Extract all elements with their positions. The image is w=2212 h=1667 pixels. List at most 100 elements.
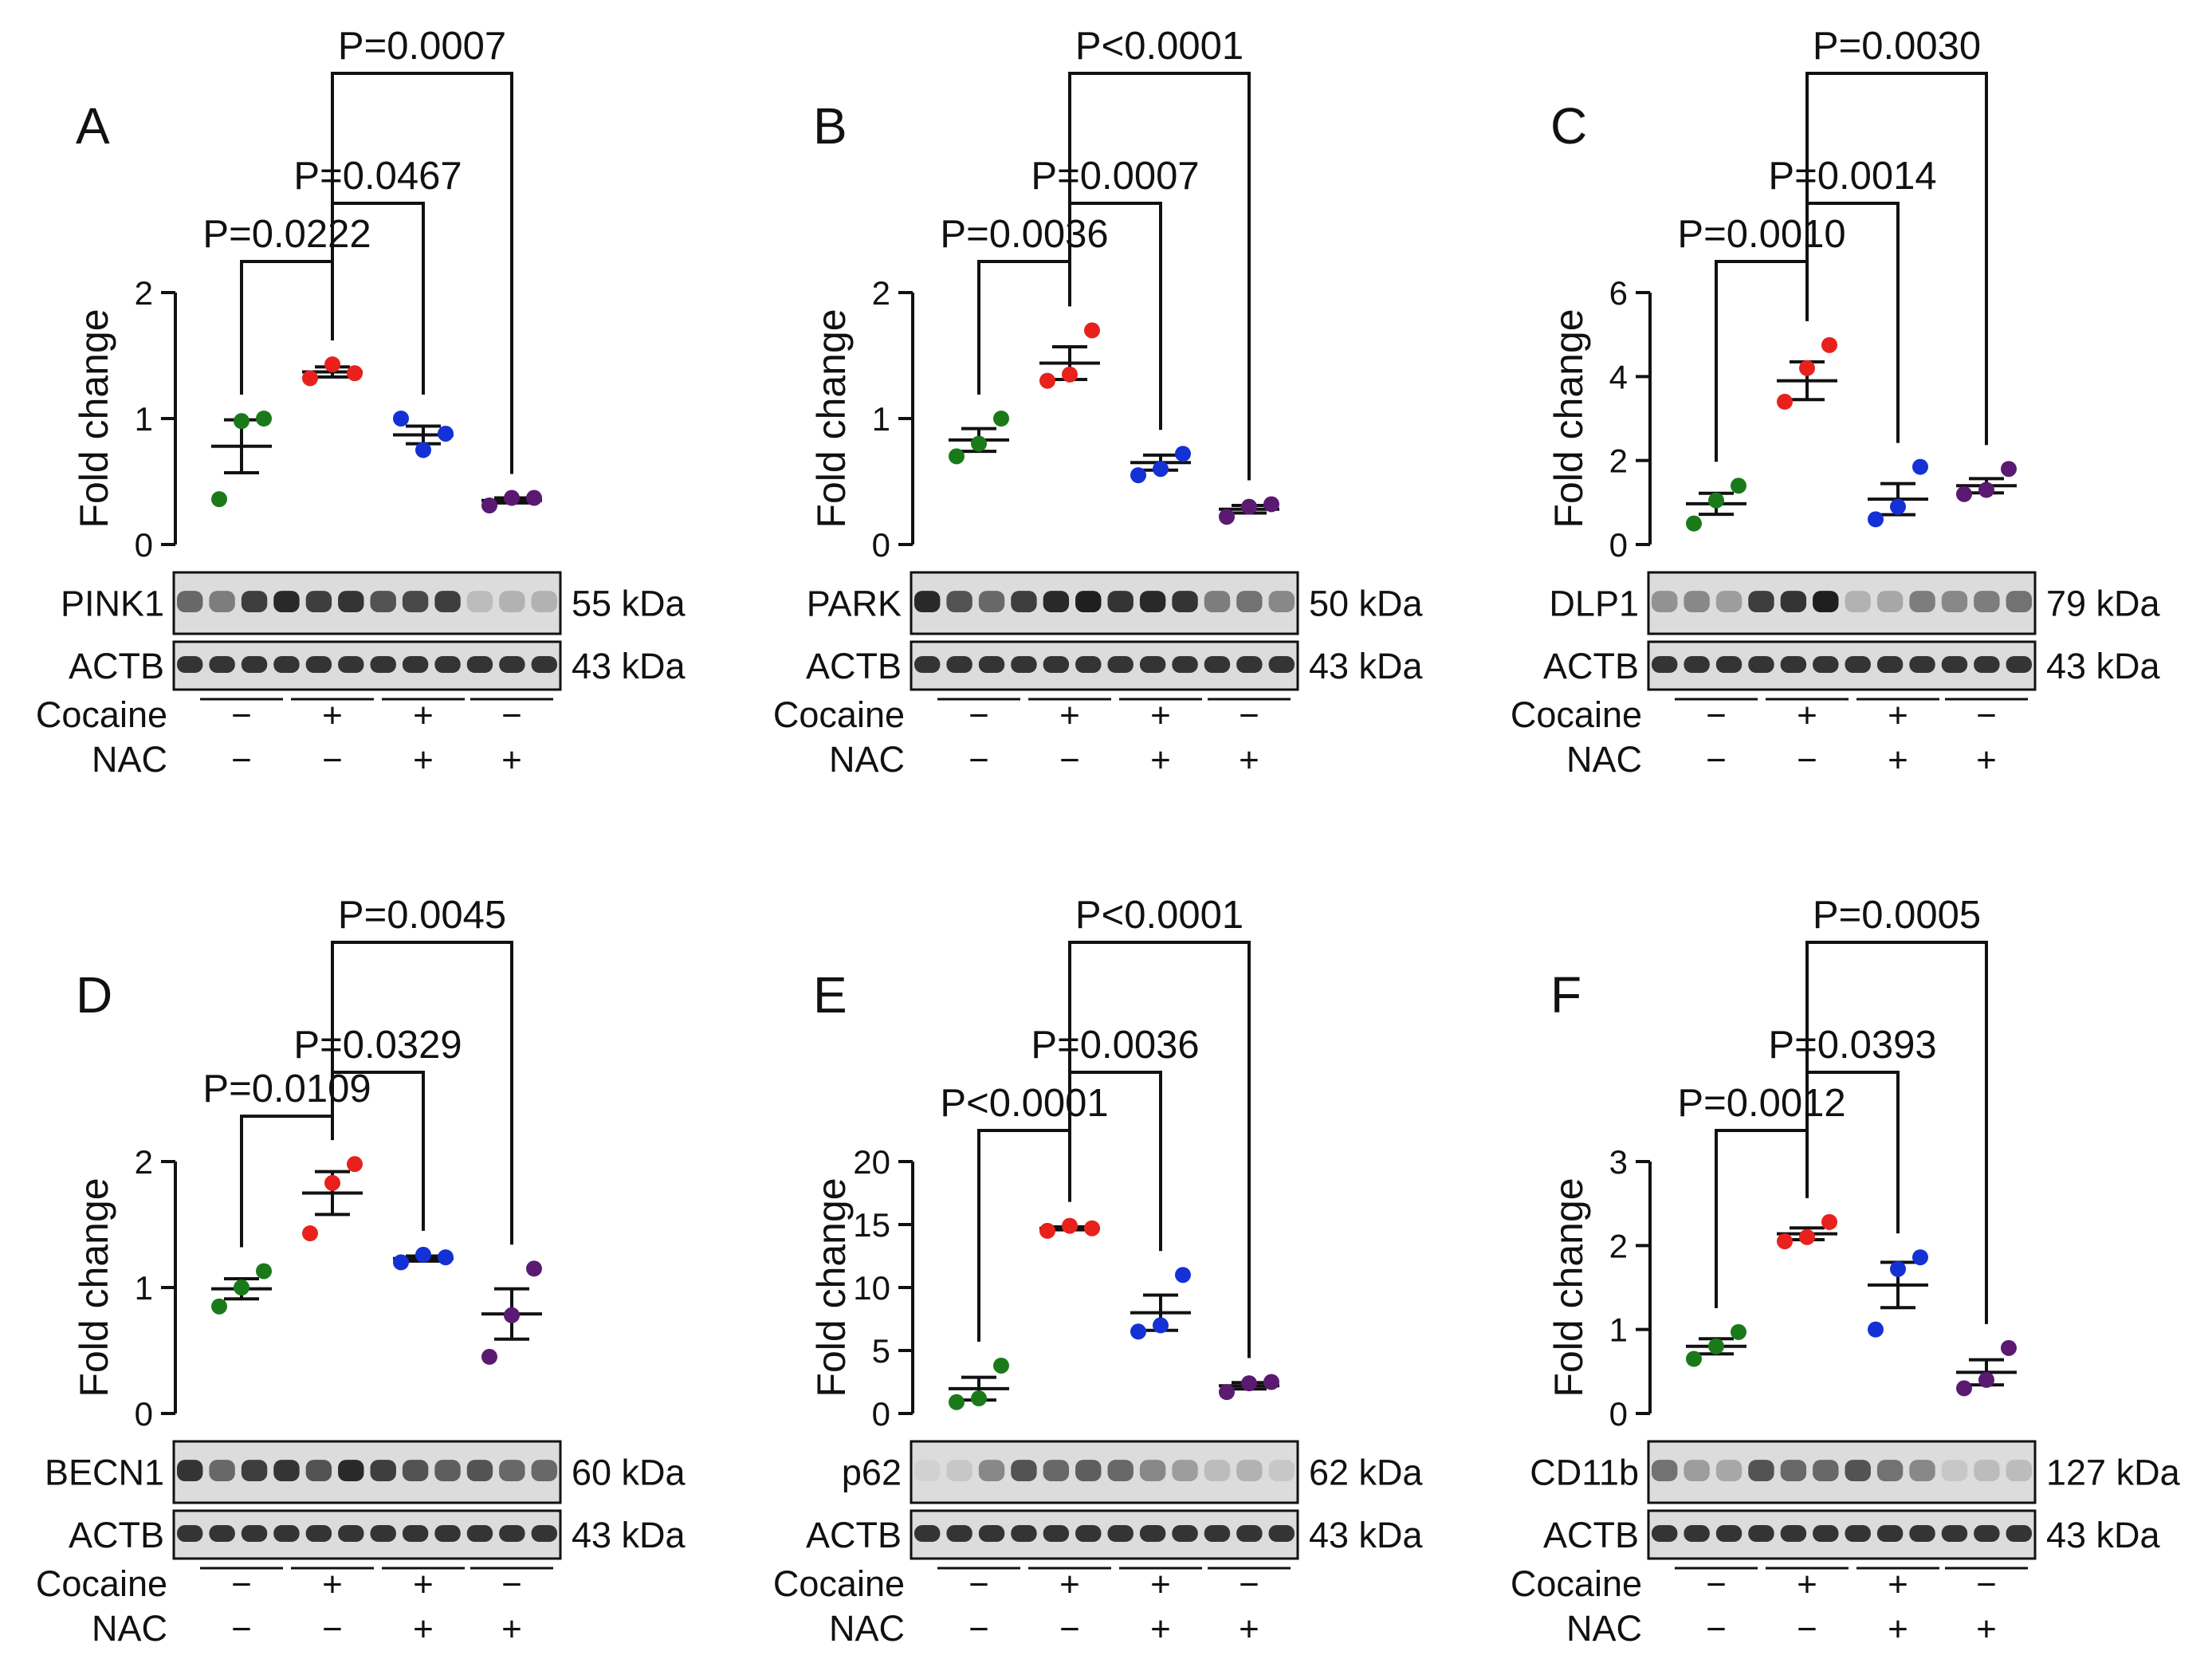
p-value-label: P<0.0001 <box>940 1082 1108 1125</box>
minus-sign: − <box>1706 1565 1727 1604</box>
y-tick-label: 3 <box>1609 1143 1628 1181</box>
minus-sign: − <box>1976 696 1997 735</box>
data-point <box>1686 1351 1702 1367</box>
plus-sign: + <box>1797 1565 1817 1604</box>
blot-band <box>1748 591 1774 613</box>
data-point <box>1039 372 1055 389</box>
p-value-label: P=0.0329 <box>293 1024 462 1067</box>
bracket-line <box>1068 72 1251 481</box>
blot-kda-label: 43 kDa <box>2046 1515 2161 1555</box>
blot-band <box>1909 1525 1935 1542</box>
blot-band <box>402 1460 429 1482</box>
blot-band <box>946 591 972 613</box>
treatment-label-nac: NAC <box>92 739 167 780</box>
blot-band <box>1715 591 1742 613</box>
blot-band <box>241 1525 268 1542</box>
data-point <box>211 491 227 508</box>
group-nac <box>1219 496 1279 525</box>
bracket-line <box>1805 72 1988 446</box>
panel-letter: F <box>1550 966 1581 1024</box>
minus-sign: − <box>1059 1610 1080 1649</box>
blot-band <box>209 1460 235 1482</box>
comparison-bracket-2: P=0.0036 <box>1031 1024 1200 1252</box>
blot-band <box>1268 656 1295 673</box>
comparison-bracket-3: P=0.0030 <box>1805 25 1988 446</box>
group-cocaine-nac <box>1130 1267 1191 1340</box>
blot-band <box>1075 1460 1102 1482</box>
blot-band <box>241 1460 268 1482</box>
blot-kda-label: 43 kDa <box>1309 1515 1424 1555</box>
actb-blot: ACTB 43 kDa <box>806 640 1424 691</box>
blot-protein-label: ACTB <box>806 646 902 686</box>
group-nac <box>1219 1374 1279 1401</box>
blot-frame <box>910 1440 1299 1504</box>
blot-band <box>177 656 203 673</box>
data-point <box>1978 482 1994 498</box>
data-point <box>393 1254 409 1271</box>
data-point <box>393 411 409 427</box>
blot-band <box>1715 1460 1742 1482</box>
blot-band <box>1748 1460 1774 1482</box>
blot-band <box>978 591 1005 613</box>
data-point <box>1708 1338 1724 1354</box>
blot-band <box>466 656 493 673</box>
y-tick-label: 0 <box>135 526 153 564</box>
bracket-line <box>1715 1129 1809 1308</box>
plus-sign: + <box>1239 741 1259 780</box>
minus-sign: − <box>1059 741 1080 780</box>
blot-frame <box>172 571 562 635</box>
y-tick-label: 0 <box>872 1395 890 1433</box>
blot-band <box>1780 1525 1807 1542</box>
blot-band <box>1941 1460 1968 1482</box>
p-value-label: P=0.0393 <box>1768 1024 1936 1067</box>
minus-sign: − <box>1976 1565 1997 1604</box>
group-nac <box>481 489 542 514</box>
minus-sign: − <box>501 696 522 735</box>
data-point <box>1153 1317 1169 1334</box>
blot-band <box>2006 1525 2032 1542</box>
data-point <box>481 497 497 514</box>
blot-band <box>914 656 941 673</box>
comparison-bracket-3: P=0.0045 <box>331 894 513 1245</box>
p-value-label: P=0.0012 <box>1677 1082 1845 1125</box>
blot-band <box>1043 1460 1070 1482</box>
actb-blot: ACTB 43 kDa <box>1543 640 2161 691</box>
blot-band <box>914 1525 941 1542</box>
plus-sign: + <box>322 696 343 735</box>
minus-sign: − <box>968 1610 989 1649</box>
blot-band <box>1204 1460 1231 1482</box>
data-point <box>1241 498 1257 515</box>
data-point <box>1153 461 1169 478</box>
blot-band <box>1845 591 1871 613</box>
blot-band <box>1172 656 1198 673</box>
panel-b: B 0 1 2 Fold change P=0.0036 P=0.0007 P<0.0001 P… <box>773 25 1424 780</box>
blot-band <box>2006 591 2032 613</box>
blot-band <box>499 1525 525 1542</box>
data-point <box>1868 1321 1884 1338</box>
y-tick-label: 2 <box>1609 442 1628 480</box>
blot-band <box>1780 656 1807 673</box>
y-axis-label: Fold change <box>1546 1178 1591 1397</box>
blot-protein-label: ACTB <box>1543 1515 1639 1555</box>
y-axis-label: Fold change <box>72 1178 116 1397</box>
data-point <box>1731 478 1746 494</box>
actb-blot: ACTB 43 kDa <box>1543 1509 2161 1560</box>
blot-band <box>1236 591 1263 613</box>
data-point <box>993 1357 1009 1374</box>
blot-band <box>1139 656 1166 673</box>
data-point <box>1084 322 1100 339</box>
blot-protein-label: p62 <box>842 1453 902 1493</box>
y-tick-label: 2 <box>135 274 153 312</box>
y-tick-label: 5 <box>872 1332 890 1370</box>
data-point <box>993 411 1009 427</box>
blot-band <box>1845 1460 1871 1482</box>
blot-band <box>241 656 268 673</box>
blot-kda-label: 50 kDa <box>1309 584 1424 624</box>
blot-band <box>499 656 525 673</box>
plus-sign: + <box>1797 696 1817 735</box>
data-point <box>1956 486 1972 502</box>
comparison-bracket-1: P=0.0222 <box>202 213 371 395</box>
blot-band <box>1876 1525 1904 1542</box>
blot-band <box>1652 1525 1678 1542</box>
data-point <box>347 365 363 382</box>
